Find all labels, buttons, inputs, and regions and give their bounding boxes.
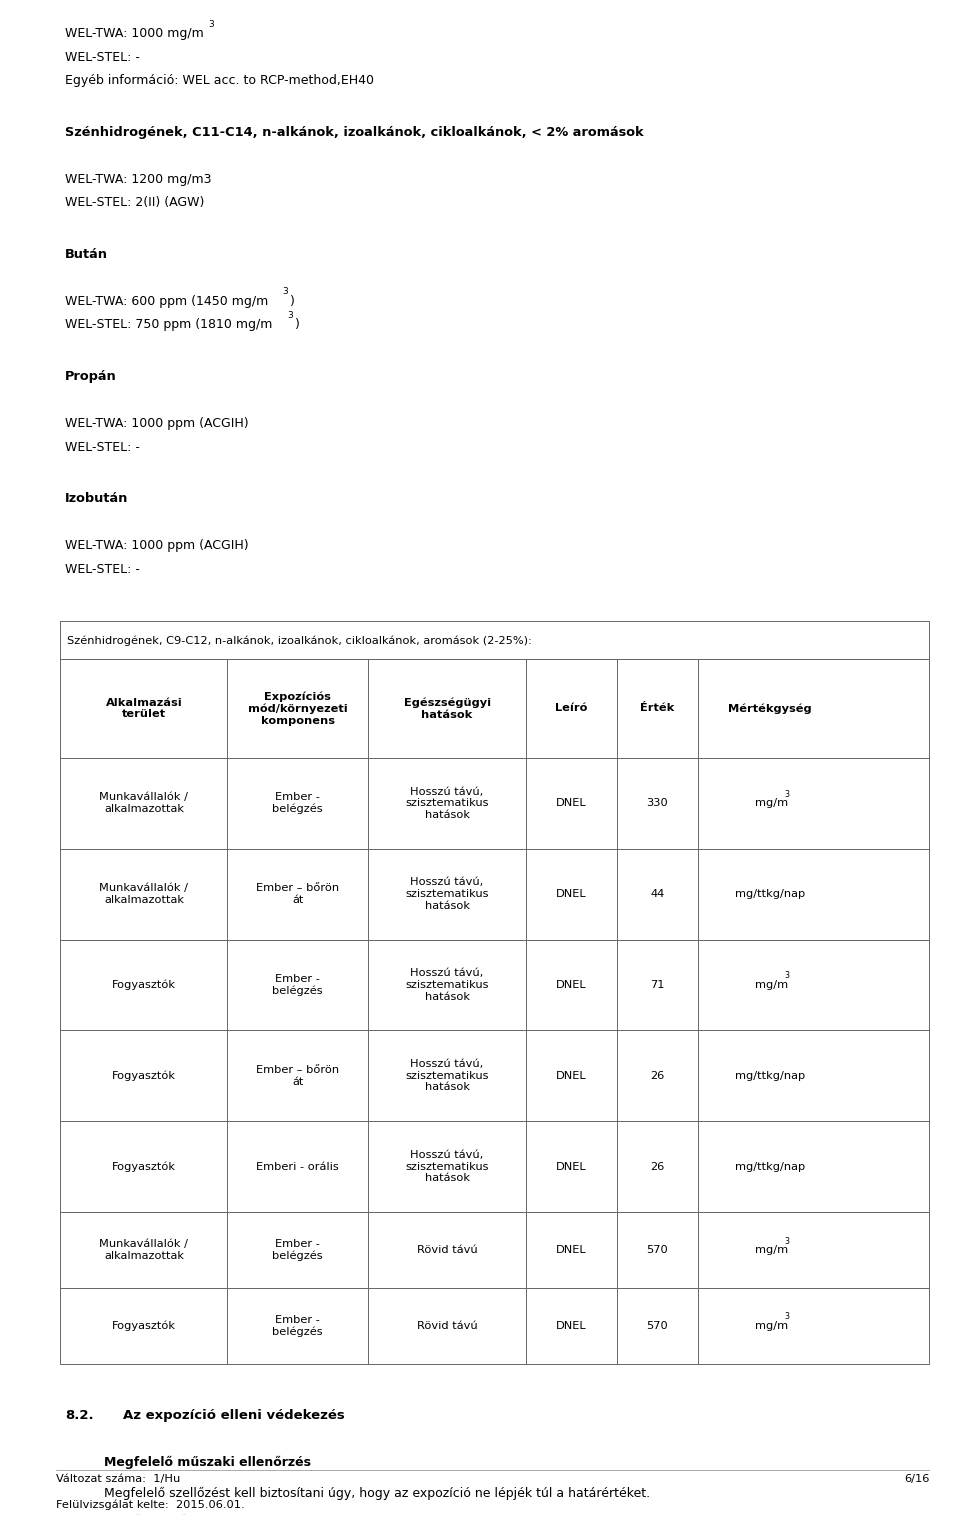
Text: Munkavállalók /
alkalmazottak: Munkavállalók / alkalmazottak <box>100 1239 188 1260</box>
Text: DNEL: DNEL <box>556 798 587 807</box>
Text: 3: 3 <box>288 311 293 320</box>
Text: WEL-STEL: 750 ppm (1810 mg/m: WEL-STEL: 750 ppm (1810 mg/m <box>65 318 273 332</box>
Text: DNEL: DNEL <box>556 1071 587 1080</box>
Text: Egyéb információ: WEL acc. to RCP-method,EH40: Egyéb információ: WEL acc. to RCP-method… <box>65 74 374 88</box>
Text: DNEL: DNEL <box>556 1245 587 1254</box>
Text: 3: 3 <box>282 288 288 297</box>
Text: Szénhidrogének, C9-C12, n-alkánok, izoalkánok, cikloalkánok, aromások (2-25%):: Szénhidrogének, C9-C12, n-alkánok, izoal… <box>67 635 532 645</box>
Text: 71: 71 <box>650 980 664 989</box>
Text: Egészségügyi
hatások: Egészségügyi hatások <box>403 697 491 720</box>
Text: mg/m: mg/m <box>755 798 788 807</box>
Text: ): ) <box>295 318 300 332</box>
Text: DNEL: DNEL <box>556 980 587 989</box>
Text: 3: 3 <box>784 971 790 980</box>
Text: mg/ttkg/nap: mg/ttkg/nap <box>735 1071 805 1080</box>
Text: Hosszú távú,
szisztematikus
hatások: Hosszú távú, szisztematikus hatások <box>405 877 489 911</box>
Text: 6/16: 6/16 <box>904 1474 929 1485</box>
Text: WEL-STEL: -: WEL-STEL: - <box>65 441 140 453</box>
Text: WEL-STEL: -: WEL-STEL: - <box>65 50 140 64</box>
Text: Rövid távú: Rövid távú <box>417 1245 477 1254</box>
Text: WEL-TWA: 1200 mg/m3: WEL-TWA: 1200 mg/m3 <box>65 173 212 186</box>
Text: mg/m: mg/m <box>755 1245 788 1254</box>
Text: Fogyasztók: Fogyasztók <box>112 1071 176 1082</box>
Text: Ember – bőrön
át: Ember – bőrön át <box>256 1065 339 1086</box>
Text: WEL-TWA: 1000 mg/m: WEL-TWA: 1000 mg/m <box>65 27 204 41</box>
Text: 3: 3 <box>784 1312 790 1321</box>
Text: 26: 26 <box>650 1071 664 1080</box>
Text: Munkavállalók /
alkalmazottak: Munkavállalók / alkalmazottak <box>100 883 188 904</box>
Text: Változat száma:  1/Hu: Változat száma: 1/Hu <box>56 1474 180 1485</box>
Text: Leíró: Leíró <box>555 703 588 714</box>
Text: 570: 570 <box>646 1245 668 1254</box>
Text: Ember -
belégzés: Ember - belégzés <box>273 974 323 995</box>
Text: mg/ttkg/nap: mg/ttkg/nap <box>735 1162 805 1171</box>
Text: DNEL: DNEL <box>556 889 587 898</box>
Text: Hosszú távú,
szisztematikus
hatások: Hosszú távú, szisztematikus hatások <box>405 1059 489 1092</box>
Text: Izobután: Izobután <box>65 492 129 504</box>
Text: Bután: Bután <box>65 248 108 261</box>
Text: mg/m: mg/m <box>755 980 788 989</box>
Text: WEL-TWA: 600 ppm (1450 mg/m: WEL-TWA: 600 ppm (1450 mg/m <box>65 295 269 308</box>
Text: DNEL: DNEL <box>556 1162 587 1171</box>
Text: 26: 26 <box>650 1162 664 1171</box>
Text: 330: 330 <box>646 798 668 807</box>
Text: Érték: Érték <box>640 703 675 714</box>
Text: Munkavállalók /
alkalmazottak: Munkavállalók / alkalmazottak <box>100 792 188 814</box>
Text: Szénhidrogének, C11-C14, n-alkánok, izoalkánok, cikloalkánok, < 2% aromások: Szénhidrogének, C11-C14, n-alkánok, izoa… <box>65 126 644 139</box>
Text: Alkalmazási
terület: Alkalmazási terület <box>106 698 182 720</box>
Bar <box>60 1212 929 1288</box>
Text: Rövid távú: Rövid távú <box>417 1321 477 1330</box>
Text: 8.2.: 8.2. <box>65 1409 94 1423</box>
Text: mg/m: mg/m <box>755 1321 788 1330</box>
Text: Hosszú távú,
szisztematikus
hatások: Hosszú távú, szisztematikus hatások <box>405 1150 489 1183</box>
Text: Hosszú távú,
szisztematikus
hatások: Hosszú távú, szisztematikus hatások <box>405 968 489 1001</box>
Text: Emberi - orális: Emberi - orális <box>256 1162 339 1171</box>
Text: WEL-TWA: 1000 ppm (ACGIH): WEL-TWA: 1000 ppm (ACGIH) <box>65 417 249 430</box>
Text: WEL-TWA: 1000 ppm (ACGIH): WEL-TWA: 1000 ppm (ACGIH) <box>65 539 249 551</box>
Text: WEL-STEL: 2(II) (AGW): WEL-STEL: 2(II) (AGW) <box>65 197 204 209</box>
Text: Ember -
belégzés: Ember - belégzés <box>273 1315 323 1336</box>
Text: 3: 3 <box>784 789 790 798</box>
Bar <box>60 848 929 939</box>
Bar <box>60 758 929 848</box>
Text: 44: 44 <box>650 889 664 898</box>
Text: Ember -
belégzés: Ember - belégzés <box>273 1239 323 1260</box>
Text: ): ) <box>290 295 295 308</box>
Text: DNEL: DNEL <box>556 1321 587 1330</box>
Text: 570: 570 <box>646 1321 668 1330</box>
Text: 3: 3 <box>784 1236 790 1245</box>
Text: Expozíciós
mód/környezeti
komponens: Expozíciós mód/környezeti komponens <box>248 691 348 726</box>
Text: Az expozíció elleni védekezés: Az expozíció elleni védekezés <box>123 1409 345 1423</box>
Text: Fogyasztók: Fogyasztók <box>112 980 176 991</box>
Text: Mértékgység: Mértékgység <box>729 703 812 714</box>
Bar <box>60 659 929 758</box>
Text: Fogyasztók: Fogyasztók <box>112 1162 176 1173</box>
Text: Ember – bőrön
át: Ember – bőrön át <box>256 883 339 904</box>
Text: Megfelelő szellőzést kell biztosítani úgy, hogy az expozíció ne lépjék túl a hat: Megfelelő szellőzést kell biztosítani úg… <box>104 1486 650 1500</box>
Bar <box>60 1288 929 1364</box>
Text: Ember -
belégzés: Ember - belégzés <box>273 792 323 814</box>
Text: WEL-STEL: -: WEL-STEL: - <box>65 562 140 576</box>
Text: mg/ttkg/nap: mg/ttkg/nap <box>735 889 805 898</box>
Text: 3: 3 <box>207 20 213 29</box>
Text: Felülvizsgálat kelte:  2015.06.01.: Felülvizsgálat kelte: 2015.06.01. <box>56 1500 244 1510</box>
Bar <box>60 621 929 659</box>
Text: Propán: Propán <box>65 370 117 383</box>
Text: Hosszú távú,
szisztematikus
hatások: Hosszú távú, szisztematikus hatások <box>405 786 489 820</box>
Bar <box>60 1030 929 1121</box>
Text: Fogyasztók: Fogyasztók <box>112 1321 176 1332</box>
Bar <box>60 1121 929 1212</box>
Text: Megfelelő műszaki ellenőrzés: Megfelelő műszaki ellenőrzés <box>104 1456 311 1470</box>
Bar <box>60 939 929 1030</box>
